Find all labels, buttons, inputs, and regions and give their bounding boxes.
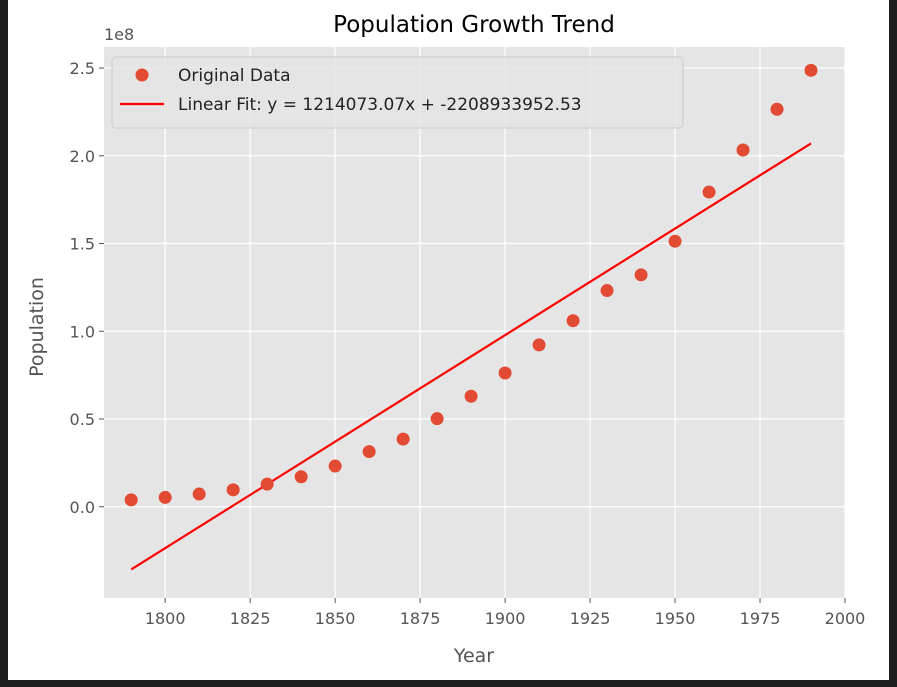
- axis-ticks: 1800 1825 1850 1875 1900 1925 1950 1975 2000 0.0 0…: [70, 59, 866, 628]
- data-point: [668, 234, 682, 248]
- data-point: [634, 268, 648, 282]
- data-point: [328, 459, 342, 473]
- legend: Original Data Linear Fit: y = 1214073.07…: [111, 56, 684, 129]
- data-point: [396, 432, 410, 446]
- data-point: [226, 483, 240, 497]
- data-point: [430, 412, 444, 426]
- series-layer: [124, 63, 818, 571]
- data-point: [158, 490, 172, 504]
- x-tick-label: 1875: [400, 609, 441, 628]
- data-point: [804, 63, 818, 77]
- x-tick-label: 1925: [570, 609, 611, 628]
- data-point: [702, 185, 716, 199]
- chart-frame: 1800 1825 1850 1875 1900 1925 1950 1975 2000 0.0 0…: [8, 0, 889, 680]
- data-point: [532, 338, 546, 352]
- legend-marker-original-data: [135, 68, 149, 82]
- x-axis-label: Year: [453, 645, 494, 667]
- data-point: [566, 314, 580, 328]
- y-tick-label: 2.0: [70, 147, 95, 166]
- y-tick-label: 0.0: [70, 498, 95, 517]
- y-tick-label: 1.0: [70, 322, 95, 341]
- data-point: [124, 493, 138, 507]
- data-point: [260, 477, 274, 491]
- x-tick-label: 1800: [145, 609, 186, 628]
- y-tick-label: 0.5: [70, 410, 95, 429]
- legend-box: [111, 56, 684, 129]
- x-tick-label: 2000: [825, 609, 866, 628]
- data-point: [498, 366, 512, 380]
- data-point: [362, 445, 376, 459]
- chart-title: Population Growth Trend: [333, 12, 615, 38]
- x-tick-label: 1975: [740, 609, 781, 628]
- population-chart: 1800 1825 1850 1875 1900 1925 1950 1975 2000 0.0 0…: [26, 12, 866, 667]
- y-offset-label: 1e8: [104, 25, 134, 44]
- x-tick-label: 1900: [485, 609, 526, 628]
- x-tick-label: 1950: [655, 609, 696, 628]
- y-axis-label: Population: [26, 277, 48, 377]
- data-point: [464, 389, 478, 403]
- data-point: [294, 470, 308, 484]
- data-point: [600, 284, 614, 298]
- y-tick-label: 1.5: [70, 235, 95, 254]
- x-tick-label: 1850: [315, 609, 356, 628]
- plot-area: [104, 47, 845, 598]
- x-tick-label: 1825: [230, 609, 271, 628]
- grid-lines: [104, 47, 846, 598]
- legend-label-original-data: Original Data: [178, 66, 291, 86]
- data-point: [736, 143, 750, 157]
- linear-fit-line: [130, 142, 812, 571]
- data-point: [192, 487, 206, 501]
- y-tick-label: 2.5: [70, 59, 95, 78]
- legend-label-linear-fit: Linear Fit: y = 1214073.07x + -220893395…: [178, 95, 582, 115]
- data-point: [770, 102, 784, 116]
